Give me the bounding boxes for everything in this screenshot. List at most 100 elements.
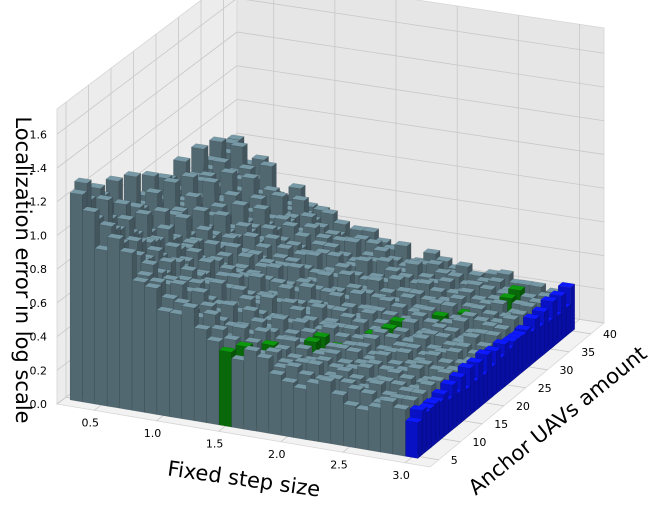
bar-top-face bbox=[426, 259, 444, 266]
bar-top-face bbox=[434, 268, 452, 274]
bar-front-face bbox=[355, 408, 369, 451]
bar-top-face bbox=[528, 281, 547, 288]
bar-side-face bbox=[509, 345, 514, 384]
z-axis-label: Localization error in log scale bbox=[11, 116, 35, 423]
bar-side-face bbox=[435, 400, 440, 445]
bar-side-face bbox=[465, 385, 471, 420]
bar-top-face bbox=[299, 211, 317, 218]
bar-top-face bbox=[405, 259, 423, 266]
bar-top-face bbox=[230, 141, 248, 148]
bar-top-face bbox=[238, 164, 256, 170]
bar-side-face bbox=[526, 326, 532, 370]
bar-side-face bbox=[452, 381, 458, 431]
y-tick-label: 10 bbox=[472, 436, 486, 449]
bar-front-face bbox=[305, 381, 319, 442]
bar-side-face bbox=[448, 396, 453, 434]
bar-side-face bbox=[539, 322, 545, 359]
bar-front-face bbox=[380, 399, 394, 455]
bar-side-face bbox=[535, 315, 541, 362]
bar-side-face bbox=[417, 418, 423, 459]
bar-side-face bbox=[522, 331, 527, 373]
bar-front-face bbox=[405, 420, 419, 459]
x-tick-label: 0.5 bbox=[82, 416, 100, 429]
bar-front-face bbox=[194, 327, 207, 424]
bar-side-face bbox=[531, 328, 536, 366]
bar-top-face bbox=[466, 280, 485, 286]
grid-line-back-z bbox=[236, 31, 605, 88]
bar-side-face bbox=[443, 390, 449, 438]
grid-line-back-z bbox=[236, 99, 605, 155]
bar-side-face bbox=[504, 340, 510, 388]
bar-front-face bbox=[156, 309, 170, 417]
bar-front-face bbox=[82, 209, 95, 405]
bar-side-face bbox=[561, 292, 567, 341]
bar-top-face bbox=[423, 248, 441, 255]
grid-line-back-z bbox=[236, 166, 605, 223]
bar-side-face bbox=[557, 311, 562, 344]
bar-side-face bbox=[544, 308, 549, 355]
grid-line-side-z bbox=[56, 0, 236, 135]
x-axis-label: Fixed step size bbox=[166, 456, 322, 501]
bar-top-face bbox=[227, 134, 245, 141]
bar-side-face bbox=[491, 362, 497, 398]
bar-side-face bbox=[500, 354, 506, 391]
y-tick-label: 20 bbox=[516, 400, 530, 413]
bar-top-face bbox=[288, 183, 306, 189]
bar-front-face bbox=[181, 305, 195, 421]
bar-top-face bbox=[455, 261, 473, 268]
bar-side-face bbox=[456, 389, 462, 427]
y-tick-label: 35 bbox=[581, 346, 595, 359]
bar-front-face bbox=[281, 380, 294, 438]
bar-top-face bbox=[446, 271, 464, 278]
bar-top-face bbox=[549, 290, 567, 297]
bar-front-face bbox=[131, 280, 145, 413]
bar-top-face bbox=[496, 269, 514, 275]
bar-side-face bbox=[487, 350, 493, 402]
bar-side-face bbox=[474, 377, 480, 413]
bar-front-face bbox=[218, 350, 232, 428]
bar-front-face bbox=[94, 248, 108, 407]
bar-side-face bbox=[461, 373, 466, 423]
bar-top-face bbox=[291, 195, 310, 201]
bars bbox=[69, 134, 576, 459]
bar-front-face bbox=[368, 405, 381, 453]
bar-side-face bbox=[513, 337, 519, 380]
bar-side-face bbox=[430, 404, 436, 449]
bar bbox=[405, 416, 423, 459]
bar-top-face bbox=[394, 240, 412, 247]
grid-line-side-z bbox=[56, 31, 238, 169]
bar-side-face bbox=[548, 317, 554, 352]
bar-front-face bbox=[69, 192, 83, 403]
bar-top-face bbox=[332, 219, 351, 225]
bar-side-face bbox=[470, 364, 475, 416]
y-tick-label: 30 bbox=[559, 364, 573, 377]
bar-front-face bbox=[343, 404, 356, 449]
y-tick-label: 25 bbox=[538, 382, 552, 395]
bar-top-face bbox=[365, 238, 383, 245]
bar-front-face bbox=[206, 339, 220, 426]
bar-side-face bbox=[426, 408, 432, 452]
bar-top-face bbox=[361, 226, 380, 233]
bar-front-face bbox=[293, 387, 307, 440]
y-tick-label: 40 bbox=[603, 328, 617, 341]
bar-top-face bbox=[487, 276, 506, 283]
y-tick-label: 5 bbox=[451, 454, 458, 467]
bar-top-face bbox=[209, 136, 227, 143]
grid-line-back-z bbox=[236, 132, 605, 189]
bar-front-face bbox=[119, 250, 133, 411]
bar-front-face bbox=[144, 286, 158, 415]
bar-front-face bbox=[392, 407, 406, 457]
bar-side-face bbox=[439, 398, 445, 441]
bar-top-face bbox=[259, 161, 277, 167]
x-tick-label: 1.5 bbox=[206, 437, 224, 450]
bar-front-face bbox=[318, 379, 332, 444]
bar-top-face bbox=[323, 229, 342, 236]
bar-side-face bbox=[565, 303, 571, 337]
bar-top-face bbox=[320, 208, 338, 215]
bar-front-face bbox=[231, 358, 245, 430]
bar-side-face bbox=[478, 359, 484, 409]
bar-front-face bbox=[107, 236, 120, 409]
grid-line-side-z bbox=[56, 65, 238, 203]
bar-top-face bbox=[557, 281, 576, 288]
x-tick-label: 3.0 bbox=[392, 469, 410, 482]
